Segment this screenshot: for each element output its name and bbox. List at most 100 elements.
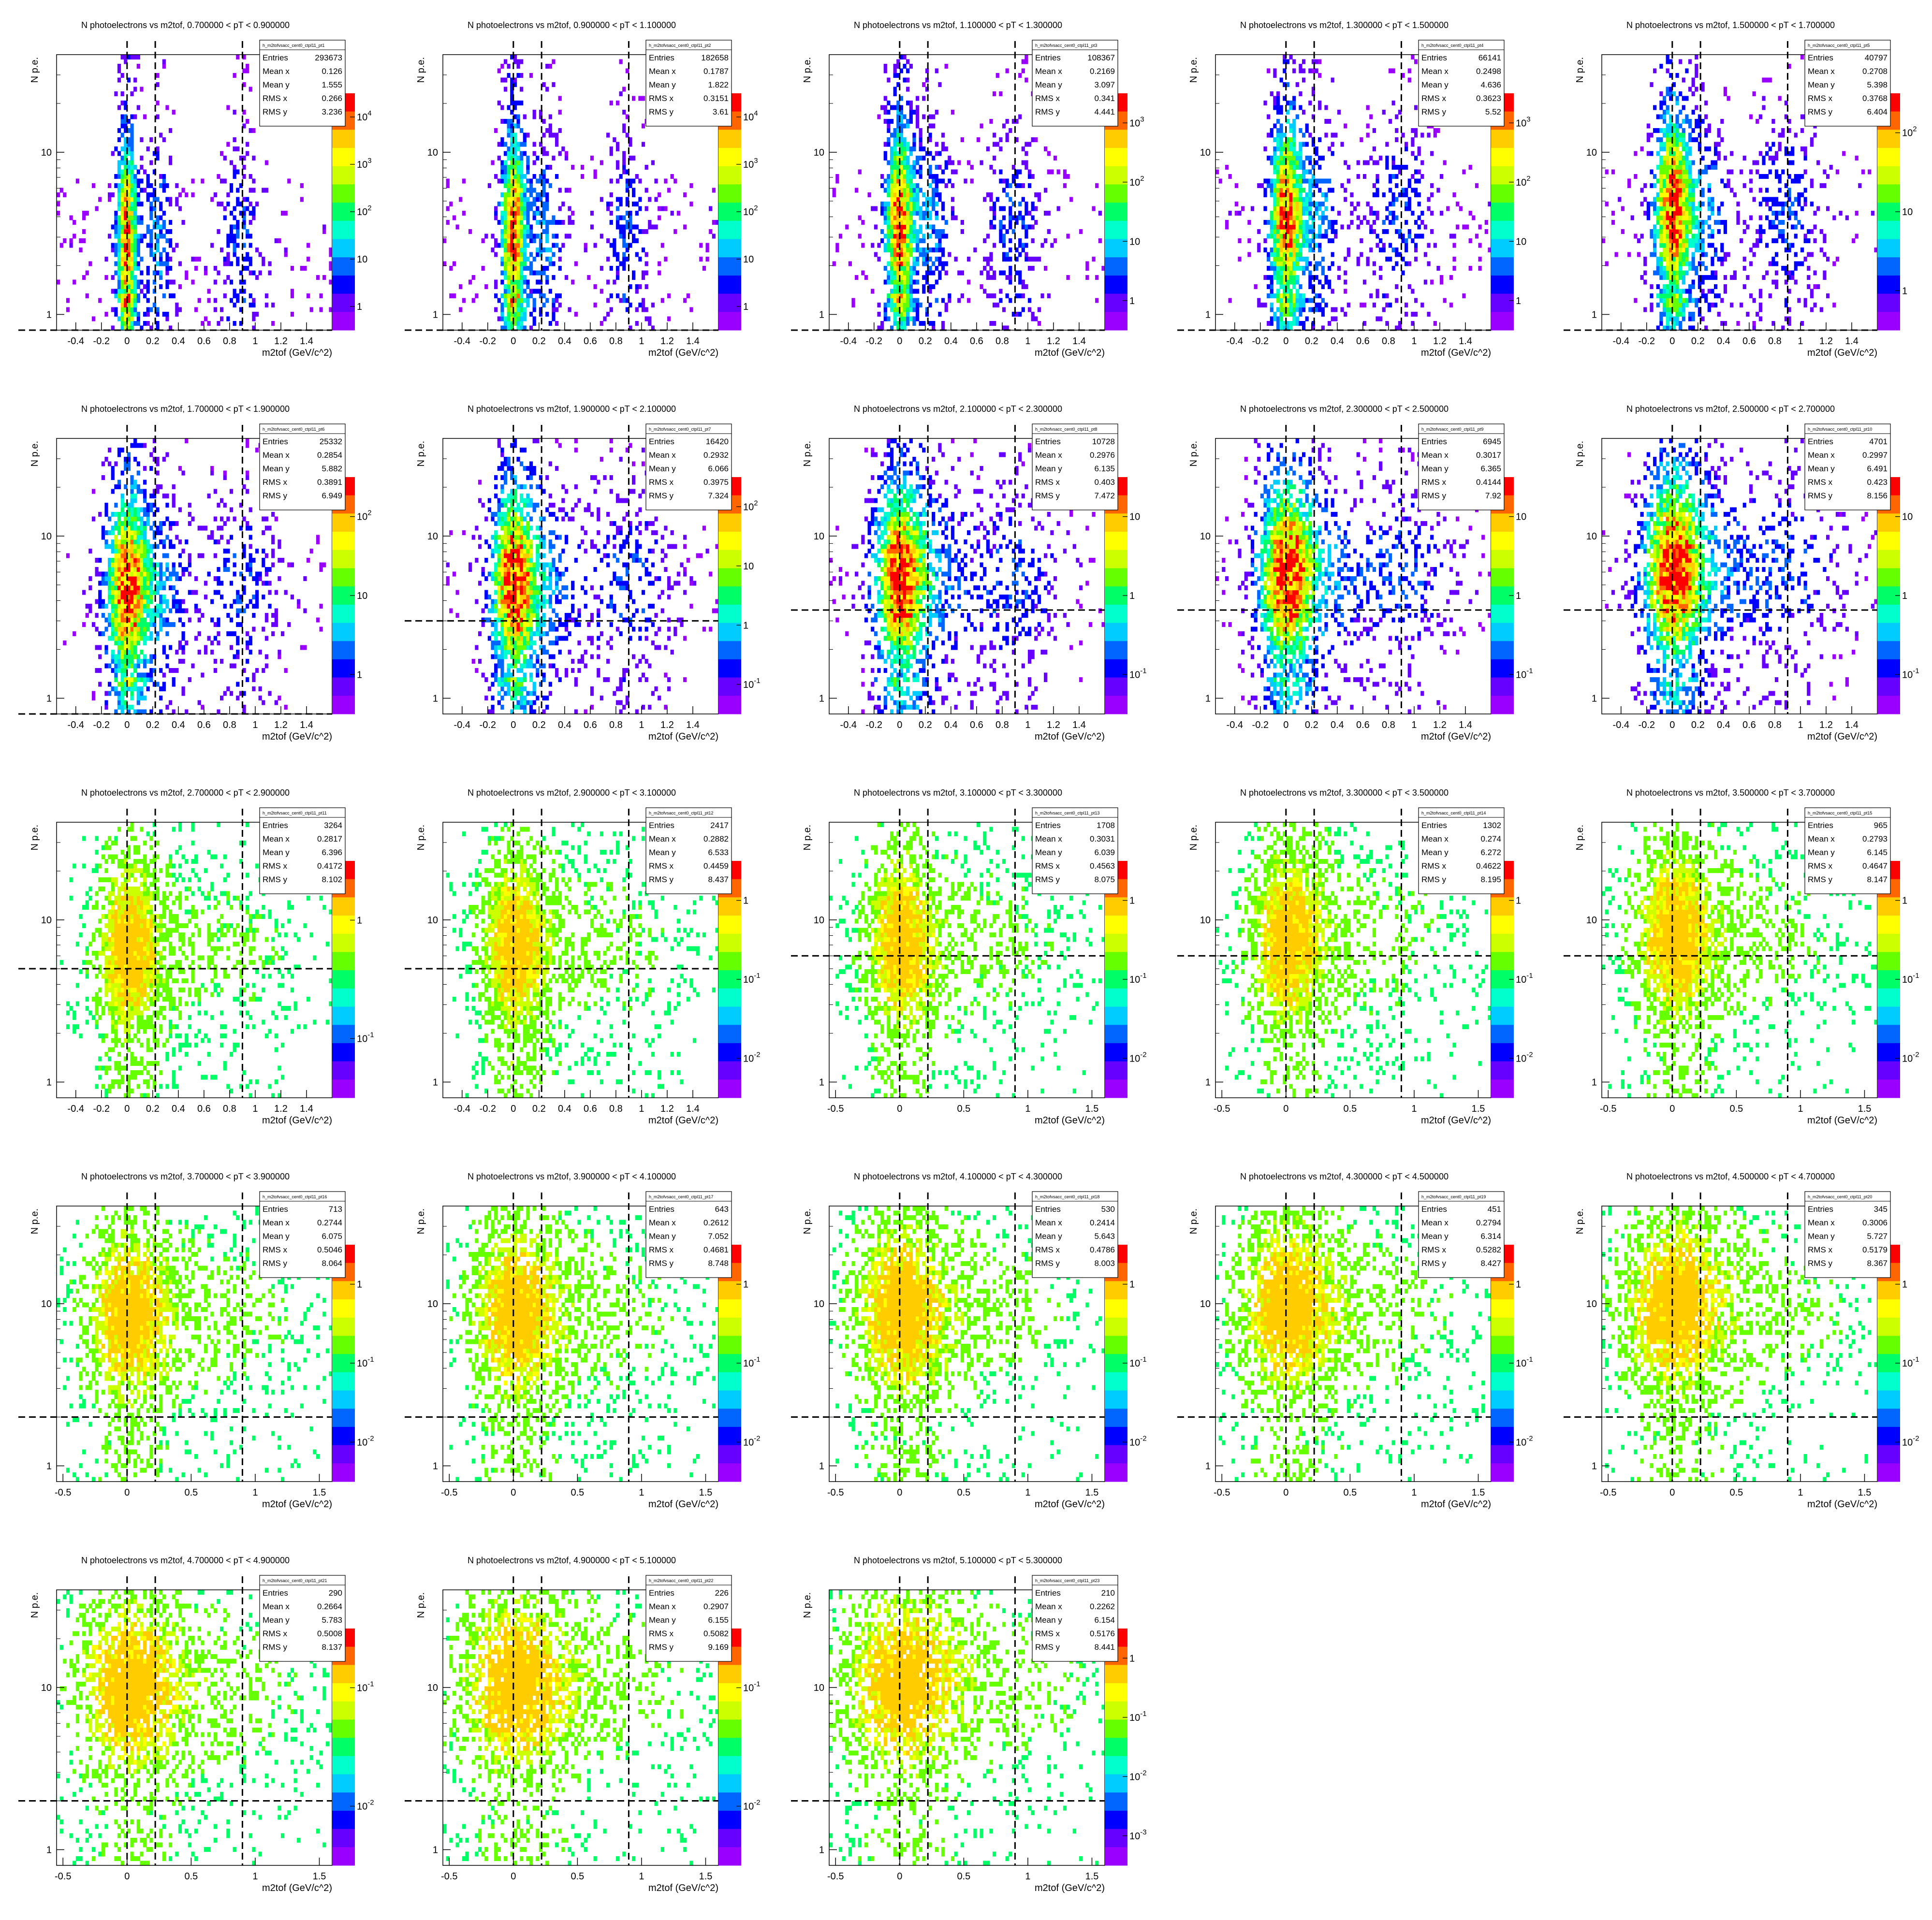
heatmap-cell [667, 293, 671, 299]
heatmap-cell [229, 238, 234, 244]
heatmap-cell [1295, 178, 1299, 184]
heatmap-cell [1324, 178, 1328, 184]
heatmap-cell [1685, 243, 1689, 248]
heatmap-cell [1366, 261, 1370, 266]
heatmap-cell [1395, 197, 1399, 202]
heatmap-cell [1292, 257, 1296, 262]
heatmap-cell [526, 303, 530, 308]
heatmap-cell [941, 261, 945, 266]
heatmap-cell [124, 178, 128, 184]
heatmap-cell [1095, 275, 1099, 280]
heatmap-cell [1267, 284, 1271, 290]
heatmap-cell [1682, 224, 1685, 230]
heatmap-cell [1334, 220, 1338, 225]
heatmap-cell [1388, 119, 1392, 124]
heatmap-cell [1640, 188, 1644, 193]
heatmap-cell [848, 261, 852, 266]
heatmap-cell [903, 298, 907, 303]
heatmap-cell [1675, 257, 1679, 262]
heatmap-cell [529, 289, 533, 294]
heatmap-cell [510, 289, 514, 294]
heatmap-cell [1286, 137, 1290, 143]
heatmap-cell [641, 142, 645, 147]
heatmap-cell [1436, 128, 1440, 133]
heatmap-cell [1279, 220, 1283, 225]
heatmap-cell [246, 229, 249, 234]
heatmap-cell [1765, 197, 1769, 202]
heatmap-cell [909, 197, 913, 202]
heatmap-cell [156, 220, 160, 225]
heatmap-cell [615, 215, 620, 220]
heatmap-cell [1292, 312, 1296, 317]
heatmap-cell [1011, 215, 1016, 220]
heatmap-cell [213, 266, 217, 271]
heatmap-cell [1774, 169, 1779, 175]
heatmap-cell [1691, 224, 1695, 230]
heatmap-cell [906, 257, 910, 262]
heatmap-cell [938, 247, 942, 253]
heatmap-cell [993, 275, 996, 280]
heatmap-cell [1736, 211, 1740, 216]
heatmap-cell [329, 261, 333, 266]
heatmap-cell [1238, 211, 1242, 216]
heatmap-cell [1659, 169, 1663, 175]
heatmap-cell [1388, 174, 1392, 179]
heatmap-cell [175, 243, 179, 248]
heatmap-cell [1273, 188, 1277, 193]
stats-box [1418, 40, 1505, 127]
heatmap-cell [1241, 206, 1245, 211]
heatmap-cell [290, 312, 294, 317]
heatmap-cell [507, 215, 511, 220]
heatmap-cell [1682, 220, 1685, 225]
heatmap-cell [1286, 284, 1290, 290]
heatmap-cell [1047, 293, 1051, 299]
heatmap-cell [1289, 279, 1293, 285]
heatmap-cell [1344, 279, 1347, 285]
heatmap-cell [545, 202, 549, 207]
heatmap-cell [1688, 137, 1692, 143]
heatmap-cell [1727, 252, 1730, 257]
heatmap-cell [510, 316, 514, 321]
heatmap-cell [922, 192, 926, 198]
heatmap-cell [880, 206, 884, 211]
heatmap-cell [615, 220, 620, 225]
heatmap-cell [1283, 233, 1287, 239]
heatmap-cell [329, 279, 333, 285]
heatmap-cell [548, 114, 552, 119]
heatmap-cell [513, 211, 517, 216]
heatmap-cell [168, 293, 173, 299]
heatmap-cell [520, 303, 524, 308]
heatmap-cell [1254, 284, 1258, 290]
heatmap-cell [861, 270, 865, 276]
heatmap-cell [1340, 307, 1344, 312]
heatmap-cell [1707, 188, 1711, 193]
heatmap-cell [233, 174, 236, 179]
heatmap-cell [986, 146, 990, 152]
heatmap-cell [912, 110, 916, 115]
heatmap-cell [520, 183, 524, 189]
heatmap-cell [1273, 202, 1277, 207]
heatmap-cell [1784, 192, 1788, 198]
heatmap-cell [1283, 293, 1287, 299]
heatmap-cell [1286, 142, 1290, 147]
heatmap-cell [1742, 229, 1746, 234]
heatmap-cell [1675, 229, 1679, 234]
heatmap-cell [1701, 192, 1705, 198]
heatmap-cell [146, 298, 150, 303]
heatmap-cell [1066, 174, 1070, 179]
heatmap-cell [510, 151, 514, 156]
heatmap-cell [1299, 206, 1303, 211]
heatmap-cell [1675, 270, 1679, 276]
heatmap-cell [446, 206, 450, 211]
heatmap-cell [117, 137, 121, 143]
heatmap-cell [98, 298, 102, 303]
heatmap-cell [1787, 64, 1791, 69]
heatmap-cell [91, 489, 96, 494]
heatmap-cell [1781, 211, 1785, 216]
heatmap-cell [1360, 137, 1363, 143]
heatmap-cell [500, 160, 504, 165]
heatmap-cell [449, 266, 453, 271]
heatmap-cell [1695, 123, 1698, 129]
heatmap-cell [516, 101, 520, 106]
stats-key: RMS y [1035, 107, 1060, 116]
